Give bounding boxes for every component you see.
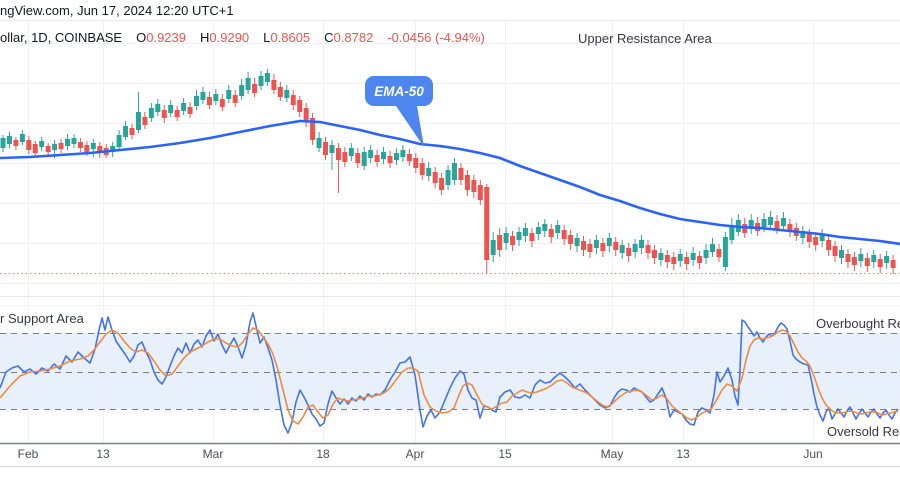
- time-axis-label: Apr: [405, 447, 425, 461]
- watermark-text: ngView.com, Jun 17, 2024 12:20 UTC+1: [0, 3, 234, 18]
- upper-resistance-label[interactable]: Upper Resistance Area: [578, 31, 712, 46]
- oversold-region-label[interactable]: Oversold Region: [827, 424, 900, 439]
- symbol-name: ollar, 1D, COINBASE: [0, 30, 123, 45]
- time-axis-label: 15: [498, 447, 512, 461]
- stoch-d-line: [0, 327, 899, 425]
- stoch-band: [0, 333, 900, 409]
- symbol-legend: ollar, 1D, COINBASE O0.9239 H0.9290 L0.8…: [0, 30, 485, 45]
- ohlc-change: -0.0456 (-4.94%): [387, 30, 485, 45]
- ema50-callout-label: EMA-50: [374, 83, 424, 99]
- time-axis-label: 18: [316, 447, 330, 461]
- ohlc-high: H0.9290: [200, 30, 250, 45]
- ema50-line: [0, 119, 900, 246]
- time-axis-label: 13: [676, 447, 690, 461]
- ema50-callout[interactable]: EMA-50: [365, 76, 433, 106]
- lower-support-label[interactable]: r Support Area: [0, 311, 84, 326]
- ohlc-low: L0.8605: [263, 30, 311, 45]
- ohlc-close: C0.8782: [324, 30, 374, 45]
- time-axis-label: Feb: [17, 447, 39, 461]
- time-axis[interactable]: Feb 13 Mar 18 Apr 15 May 13 Jun: [0, 443, 900, 466]
- candles-layer: [0, 69, 896, 274]
- ema50-callout-tail: [394, 100, 424, 147]
- time-axis-label: Jun: [803, 447, 823, 461]
- time-axis-label: 13: [96, 447, 110, 461]
- time-axis-label: Mar: [202, 447, 224, 461]
- time-axis-label: May: [600, 447, 624, 461]
- ohlc-open: O0.9239: [136, 30, 186, 45]
- overbought-region-label[interactable]: Overbought Region: [816, 316, 900, 331]
